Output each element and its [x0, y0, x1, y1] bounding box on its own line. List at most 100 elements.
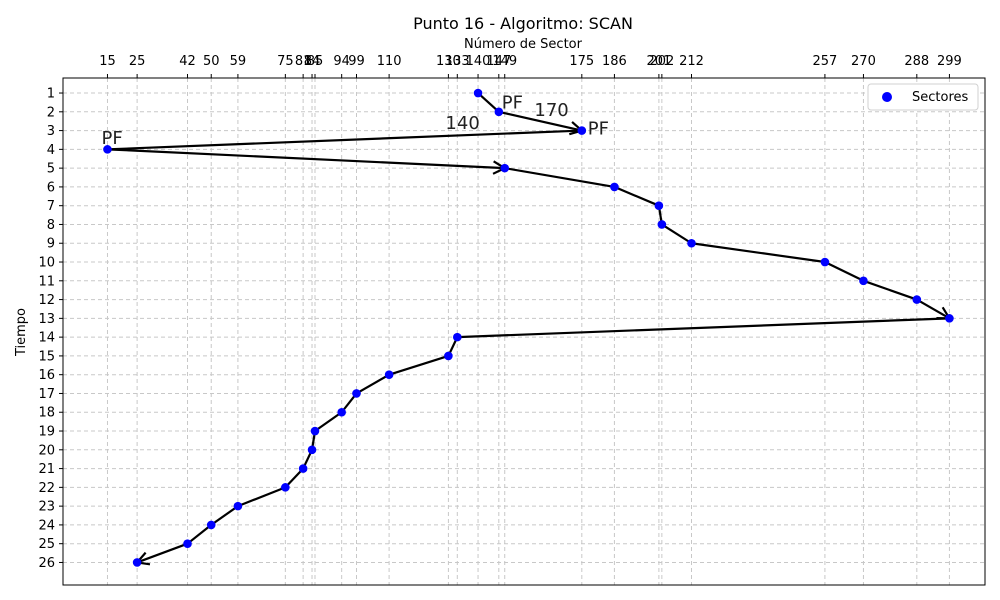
sector-point: [281, 483, 290, 492]
x-tick-label: 59: [230, 54, 247, 69]
x-tick-label: 50: [203, 54, 220, 69]
y-tick-label: 26: [38, 556, 55, 571]
y-tick-label: 7: [47, 199, 55, 214]
legend-box: [867, 83, 979, 111]
sector-point: [132, 558, 142, 567]
sector-point: [206, 520, 216, 530]
path-segment: [477, 92, 500, 113]
y-tick-label: 18: [38, 406, 55, 421]
annotation-label: 140: [445, 113, 479, 134]
x-axis-title: Número de Sector: [464, 37, 583, 52]
y-tick-label: 21: [38, 462, 55, 477]
x-tick-label: 201: [646, 54, 671, 69]
path-segment: [107, 129, 582, 151]
plot-frame: [62, 77, 986, 586]
sector-point: [610, 182, 619, 192]
sector-point: [945, 314, 954, 323]
y-tick-label: 19: [38, 425, 55, 440]
head-path: [107, 92, 952, 566]
sector-point: [494, 107, 504, 117]
y-tick-label: 13: [38, 312, 55, 327]
path-segment: [661, 223, 693, 245]
sector-point: [310, 426, 320, 436]
sector-point: [384, 370, 394, 379]
y-tick-label: 14: [38, 331, 55, 346]
y-tick-label: 3: [47, 124, 55, 139]
sector-point: [352, 389, 361, 398]
chart-title: Punto 16 - Algoritmo: SCAN: [413, 14, 633, 33]
sector-points: [103, 88, 954, 567]
sector-point: [820, 257, 830, 267]
y-tick-label: 1: [47, 87, 55, 102]
sector-point: [687, 238, 696, 248]
x-tick-label: 175: [569, 54, 594, 69]
y-tick-label: 2: [47, 105, 55, 120]
x-tick-label: 288: [904, 54, 929, 69]
x-tick-label: 85: [307, 54, 324, 69]
x-tick-label: 257: [812, 54, 837, 69]
path-segment: [284, 467, 304, 489]
x-tick-label: 110: [377, 54, 402, 69]
sector-point: [298, 464, 308, 473]
x-tick-label: 99: [348, 54, 365, 69]
legend-marker: [882, 92, 892, 102]
x-tick-label: 25: [129, 54, 146, 69]
path-segment: [388, 354, 449, 376]
path-segment: [613, 185, 660, 207]
y-tick-label: 24: [38, 518, 55, 533]
x-tick-label: 75: [277, 54, 294, 69]
path-segment: [498, 110, 583, 132]
x-tick-label: 130: [436, 54, 461, 69]
x-tick-label: 140: [466, 54, 491, 69]
x-tick-label: 149: [492, 54, 517, 69]
sector-point: [183, 539, 192, 548]
y-tick-label: 9: [47, 237, 55, 252]
y-tick-label: 4: [47, 143, 55, 158]
sector-point: [452, 332, 462, 342]
y-tick-label: 25: [38, 537, 55, 552]
y-tick-label: 16: [38, 368, 55, 383]
sector-point: [337, 407, 346, 417]
legend-label: Sectores: [912, 90, 969, 105]
y-tick-label: 6: [47, 180, 55, 195]
path-segment: [824, 261, 864, 282]
sector-point: [233, 501, 243, 511]
legend: Sectores: [867, 83, 979, 111]
sector-point: [307, 445, 317, 455]
path-segment: [107, 148, 505, 170]
annotation-label: 170: [534, 100, 568, 121]
y-tick-label: 17: [38, 387, 55, 402]
annotation-label: PF: [502, 92, 523, 113]
path-segment: [136, 542, 188, 564]
y-tick-label: 12: [38, 293, 55, 308]
x-tick-label: 186: [602, 54, 627, 69]
y-tick-label: 5: [47, 162, 55, 177]
annotations: PF 170 140 PF PF: [102, 92, 609, 149]
x-tick-label: 212: [679, 54, 704, 69]
y-tick-label: 11: [38, 274, 55, 289]
y-tick-label: 8: [47, 218, 55, 233]
path-segment: [210, 505, 239, 526]
path-segment: [237, 486, 286, 508]
sector-point: [657, 220, 667, 229]
path-segment: [863, 279, 918, 301]
x-tick-label: 81: [295, 54, 312, 69]
x-tick-label: 84: [304, 54, 321, 69]
sector-point: [859, 276, 868, 286]
sector-point: [577, 126, 587, 135]
y-tick-label: 23: [38, 500, 55, 515]
sector-point: [912, 295, 922, 304]
path-segment: [355, 373, 390, 395]
path-segment: [457, 317, 950, 339]
y-tick-label: 20: [38, 443, 55, 458]
sector-point: [473, 88, 483, 98]
path-segment: [916, 298, 950, 320]
path-segment: [314, 411, 343, 432]
path-segment: [186, 524, 212, 545]
x-tick-label: 299: [937, 54, 962, 69]
x-tick-label: 133: [445, 54, 470, 69]
sector-point: [500, 163, 510, 173]
x-tick-label: 270: [851, 54, 876, 69]
